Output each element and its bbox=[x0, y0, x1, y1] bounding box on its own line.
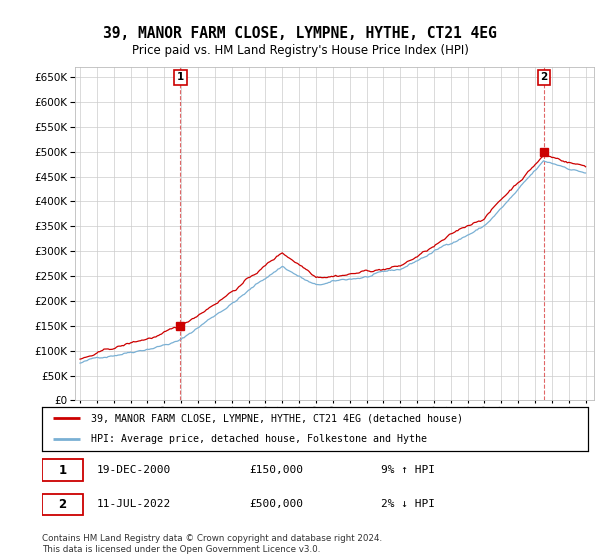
Text: This data is licensed under the Open Government Licence v3.0.: This data is licensed under the Open Gov… bbox=[42, 545, 320, 554]
Text: 2: 2 bbox=[58, 498, 67, 511]
Text: HPI: Average price, detached house, Folkestone and Hythe: HPI: Average price, detached house, Folk… bbox=[91, 433, 427, 444]
Text: 9% ↑ HPI: 9% ↑ HPI bbox=[380, 465, 434, 475]
Text: 19-DEC-2000: 19-DEC-2000 bbox=[97, 465, 171, 475]
Text: 2: 2 bbox=[541, 72, 548, 82]
Text: Price paid vs. HM Land Registry's House Price Index (HPI): Price paid vs. HM Land Registry's House … bbox=[131, 44, 469, 57]
Text: £500,000: £500,000 bbox=[250, 500, 304, 510]
FancyBboxPatch shape bbox=[42, 459, 83, 481]
Text: 1: 1 bbox=[177, 72, 184, 82]
Text: 39, MANOR FARM CLOSE, LYMPNE, HYTHE, CT21 4EG: 39, MANOR FARM CLOSE, LYMPNE, HYTHE, CT2… bbox=[103, 26, 497, 41]
Text: 2% ↓ HPI: 2% ↓ HPI bbox=[380, 500, 434, 510]
Text: 1: 1 bbox=[58, 464, 67, 477]
Text: £150,000: £150,000 bbox=[250, 465, 304, 475]
Text: 39, MANOR FARM CLOSE, LYMPNE, HYTHE, CT21 4EG (detached house): 39, MANOR FARM CLOSE, LYMPNE, HYTHE, CT2… bbox=[91, 413, 463, 423]
Text: Contains HM Land Registry data © Crown copyright and database right 2024.: Contains HM Land Registry data © Crown c… bbox=[42, 534, 382, 543]
FancyBboxPatch shape bbox=[42, 493, 83, 515]
Text: 11-JUL-2022: 11-JUL-2022 bbox=[97, 500, 171, 510]
